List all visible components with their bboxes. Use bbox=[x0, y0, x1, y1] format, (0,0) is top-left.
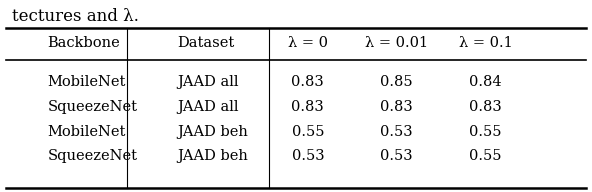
Text: tectures and λ.: tectures and λ. bbox=[12, 8, 139, 25]
Text: MobileNet: MobileNet bbox=[47, 125, 126, 138]
Text: 0.55: 0.55 bbox=[469, 125, 501, 138]
Text: 0.83: 0.83 bbox=[291, 100, 324, 113]
Text: JAAD all: JAAD all bbox=[178, 100, 239, 113]
Text: 0.83: 0.83 bbox=[380, 100, 413, 113]
Text: 0.83: 0.83 bbox=[469, 100, 502, 113]
Text: SqueezeNet: SqueezeNet bbox=[47, 100, 137, 113]
Text: Dataset: Dataset bbox=[178, 36, 235, 50]
Text: JAAD beh: JAAD beh bbox=[178, 125, 249, 138]
Text: 0.53: 0.53 bbox=[291, 150, 324, 163]
Text: Backbone: Backbone bbox=[47, 36, 120, 50]
Text: 0.53: 0.53 bbox=[380, 150, 413, 163]
Text: λ = 0.1: λ = 0.1 bbox=[459, 36, 512, 50]
Text: 0.85: 0.85 bbox=[380, 75, 413, 89]
Text: λ = 0: λ = 0 bbox=[288, 36, 328, 50]
Text: λ = 0.01: λ = 0.01 bbox=[365, 36, 428, 50]
Text: 0.55: 0.55 bbox=[469, 150, 501, 163]
Text: 0.53: 0.53 bbox=[380, 125, 413, 138]
Text: JAAD beh: JAAD beh bbox=[178, 150, 249, 163]
Text: 0.55: 0.55 bbox=[292, 125, 324, 138]
Text: JAAD all: JAAD all bbox=[178, 75, 239, 89]
Text: 0.84: 0.84 bbox=[469, 75, 502, 89]
Text: MobileNet: MobileNet bbox=[47, 75, 126, 89]
Text: 0.83: 0.83 bbox=[291, 75, 324, 89]
Text: SqueezeNet: SqueezeNet bbox=[47, 150, 137, 163]
